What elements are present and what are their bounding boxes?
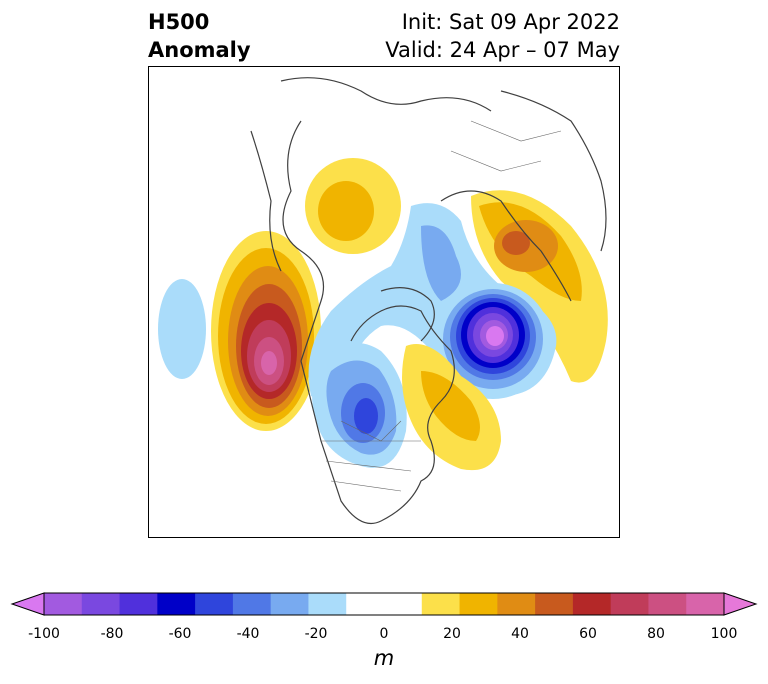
colorbar-cell <box>157 593 196 615</box>
colorbar-cell <box>421 593 461 615</box>
title-left: H500 Anomaly <box>148 8 251 64</box>
anomaly-map <box>148 66 620 538</box>
colorbar-unit: m <box>373 646 395 670</box>
colorbar-tick-label: 40 <box>511 626 529 642</box>
colorbar-cell <box>572 593 612 615</box>
colorbar-tick-label: 80 <box>647 626 665 642</box>
colorbar-cell <box>497 593 536 615</box>
anomaly-gulf-of-alaska <box>211 231 321 431</box>
colorbar-max-extend <box>723 592 758 616</box>
colorbar-tick-label: 60 <box>579 626 597 642</box>
colorbar-tick-label: 20 <box>443 626 461 642</box>
valid-range: Valid: 24 Apr – 07 May <box>385 38 620 62</box>
colorbar <box>10 592 758 616</box>
colorbar-tick-label: 0 <box>379 626 389 642</box>
colorbar-cell <box>119 593 158 615</box>
coastlines <box>250 77 607 525</box>
colorbar-tick-label: -60 <box>168 626 192 642</box>
borders <box>321 120 562 492</box>
colorbar-cell <box>195 593 234 615</box>
colorbar-min-extend <box>10 592 45 616</box>
title-right: Init: Sat 09 Apr 2022 Valid: 24 Apr – 07… <box>385 8 620 64</box>
colorbar-cell <box>308 593 347 615</box>
colorbar-frame <box>43 592 725 616</box>
colorbar-cell <box>686 593 725 615</box>
colorbar-cell <box>535 593 574 615</box>
anomaly-central-siberia <box>305 158 401 254</box>
colorbar-cell <box>648 593 687 615</box>
title-type: Anomaly <box>148 38 251 62</box>
colorbar-cell <box>459 593 498 615</box>
colorbar-cell <box>384 593 423 615</box>
colorbar-cell <box>610 593 649 615</box>
anomaly-western-russia <box>471 190 608 383</box>
map-canvas <box>158 77 608 525</box>
colorbar-cells <box>44 593 725 615</box>
colorbar-tick-label: 100 <box>710 626 738 642</box>
colorbar-cell <box>44 593 83 615</box>
title-field: H500 <box>148 10 210 34</box>
colorbar-cell <box>270 593 309 615</box>
init-date: Init: Sat 09 Apr 2022 <box>401 10 620 34</box>
colorbar-tick-label: -40 <box>236 626 260 642</box>
anomaly-eastern-canada <box>402 344 501 471</box>
colorbar-tick-label: -80 <box>100 626 124 642</box>
colorbar-tick-label: -100 <box>28 626 60 642</box>
colorbar-cell <box>81 593 121 615</box>
anomaly-north-pacific <box>158 279 206 379</box>
anomaly-north-atlantic <box>435 283 551 399</box>
colorbar-tick-label: -20 <box>304 626 328 642</box>
anomaly-central-canada <box>312 343 407 468</box>
colorbar-cell <box>346 593 385 615</box>
colorbar-cell <box>232 593 272 615</box>
